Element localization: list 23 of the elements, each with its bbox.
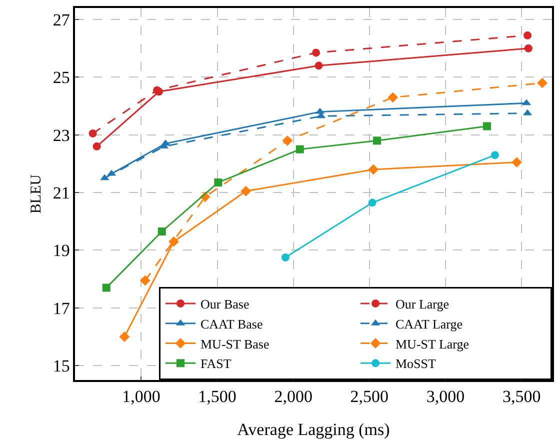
y-tick-label: 23 — [52, 126, 70, 145]
y-tick-label: 17 — [52, 298, 70, 318]
y-axis-title: BLEU — [28, 174, 45, 214]
legend-label: FAST — [200, 356, 232, 372]
legend-label: CAAT Base — [200, 316, 263, 332]
legend-label: MU-ST Base — [200, 336, 270, 352]
x-tick-label: 3,500 — [502, 387, 541, 406]
legend-label: MoSST — [396, 356, 436, 372]
legend-label: MU-ST Large — [396, 336, 470, 352]
y-tick-label: 25 — [52, 68, 70, 88]
x-tick-label: 2,500 — [350, 387, 389, 406]
y-tick-label: 21 — [52, 184, 70, 203]
x-tick-label: 3,000 — [426, 387, 465, 406]
x-axis-title: Average Lagging (ms) — [237, 420, 390, 440]
legend-label: CAAT Large — [396, 316, 463, 332]
y-tick-label: 15 — [52, 356, 70, 376]
legend-label: Our Base — [200, 296, 250, 312]
x-tick-label: 1,500 — [198, 387, 236, 406]
y-tick-label: 27 — [52, 10, 70, 30]
x-tick-label: 2,000 — [274, 387, 312, 406]
x-tick-label: 1,000 — [122, 387, 160, 406]
legend-label: Our Large — [396, 296, 450, 312]
y-tick-label: 19 — [52, 241, 70, 260]
